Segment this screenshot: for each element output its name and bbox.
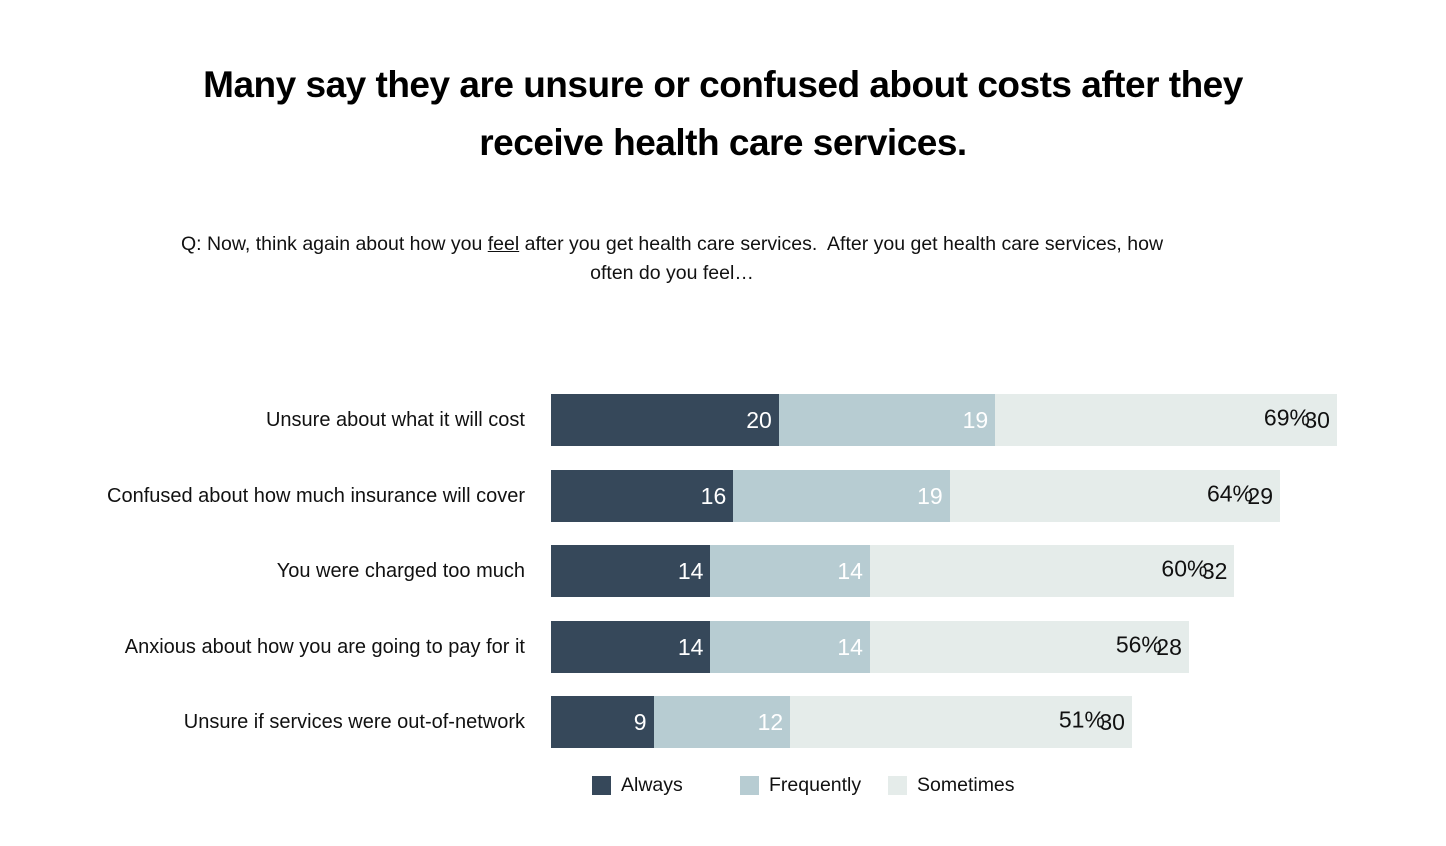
total-percentage-label: 51% [1058, 706, 1105, 733]
segment-value: 30 [1099, 708, 1125, 735]
category-label: Anxious about how you are going to pay f… [124, 635, 525, 658]
bar-row: You were charged too much 14 14 32 60% [0, 545, 1446, 597]
bar-track: 16 19 29 64% [551, 469, 1281, 522]
segment-value: 14 [677, 633, 704, 660]
question-line2: often do you feel… [590, 262, 754, 284]
total-percentage-label: 69% [1263, 404, 1310, 431]
bar-track: 14 14 32 60% [551, 545, 1235, 597]
total-percentage-label: 64% [1206, 480, 1254, 507]
bar-segment-sometimes: 28 56% [869, 620, 1189, 673]
bar-segment-always: 16 [551, 469, 734, 522]
bar-segment-frequently: 19 [778, 394, 996, 446]
question-line1-post: after you get health care services. Afte… [519, 233, 1164, 255]
bar-segment-frequently: 19 [733, 469, 950, 522]
bar-segment-always: 20 [551, 394, 779, 446]
legend-swatch-icon [740, 776, 759, 795]
bar-segment-frequently: 14 [710, 545, 870, 597]
category-label: Unsure if services were out-of-network [183, 711, 525, 733]
bar-row: Unsure if services were out-of-network 9 1… [0, 696, 1446, 748]
bar-row: Anxious about how you are going to pay f… [0, 620, 1446, 673]
legend-item-always: Always [592, 774, 740, 797]
bar-segment-sometimes: 30 51% [790, 696, 1132, 748]
legend-swatch-icon [888, 776, 907, 795]
segment-value: 20 [746, 406, 772, 433]
chart-legend: Always Frequently Sometimes [592, 774, 1015, 797]
category-label: You were charged too much [276, 560, 525, 582]
category-label: Unsure about what it will cost [265, 409, 525, 431]
bar-track: 9 12 30 51% [551, 696, 1132, 748]
chart-title-line-1: Many say they are unsure or confused abo… [203, 64, 1243, 105]
bar-track: 14 14 28 56% [551, 620, 1189, 673]
bar-segment-sometimes: 32 60% [869, 545, 1235, 597]
segment-value: 12 [757, 708, 784, 735]
chart-title: Many say they are unsure or confused abo… [73, 56, 1373, 172]
legend-label: Always [621, 774, 683, 796]
bar-segment-always: 14 [551, 545, 711, 597]
chart-title-line-2: receive health care services. [479, 122, 967, 163]
category-label: Confused about how much insurance will c… [107, 484, 525, 507]
segment-value: 32 [1201, 557, 1228, 584]
segment-value: 9 [633, 708, 647, 735]
bar-row: Confused about how much insurance will c… [0, 469, 1446, 522]
segment-value: 14 [677, 557, 704, 584]
segment-value: 29 [1247, 482, 1274, 509]
total-percentage-label: 60% [1161, 555, 1208, 582]
total-percentage-label: 56% [1115, 631, 1162, 658]
legend-item-sometimes: Sometimes [888, 774, 1015, 797]
bar-row: Unsure about what it will cost 20 19 30 69% [0, 394, 1446, 446]
segment-value: 19 [962, 406, 989, 433]
legend-label: Frequently [769, 774, 862, 796]
bar-segment-frequently: 14 [710, 620, 870, 673]
segment-value: 16 [700, 482, 727, 509]
segment-value: 19 [917, 482, 943, 509]
legend-item-frequently: Frequently [740, 774, 888, 797]
segment-value: 14 [837, 633, 863, 660]
bar-segment-sometimes: 30 69% [995, 394, 1337, 446]
question-text: Q: Now, think again about how you feel a… [47, 230, 1297, 288]
legend-label: Sometimes [917, 774, 1015, 796]
bar-segment-always: 14 [551, 620, 711, 673]
question-line1-pre: Q: Now, think again about how you [180, 233, 488, 255]
segment-value: 28 [1156, 633, 1182, 660]
bar-segment-sometimes: 29 64% [949, 469, 1281, 522]
bar-track: 20 19 30 69% [551, 394, 1337, 446]
legend-swatch-icon [592, 776, 611, 795]
segment-value: 30 [1304, 406, 1330, 433]
segment-value: 14 [837, 557, 863, 584]
bar-segment-always: 9 [551, 696, 654, 748]
bar-segment-frequently: 12 [653, 696, 791, 748]
stacked-bar-plot: Unsure about what it will cost 20 19 30 69% C… [0, 394, 1446, 754]
question-underlined-word: feel [487, 233, 520, 255]
